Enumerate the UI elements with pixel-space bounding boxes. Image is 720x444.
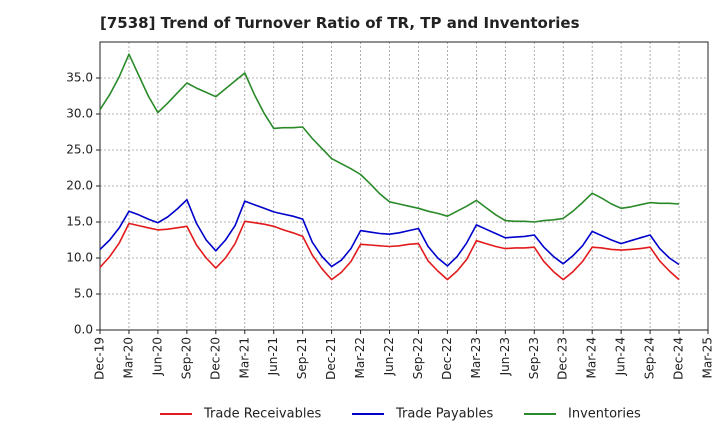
- legend-label: Trade Receivables: [203, 407, 321, 422]
- y-tick-label: 20.0: [66, 179, 93, 193]
- y-tick-label: 10.0: [66, 251, 93, 265]
- x-tick-label: Mar-25: [701, 337, 715, 378]
- legend: Trade Receivables Trade Payables Inventori…: [160, 407, 641, 422]
- x-tick-label: Sep-24: [643, 337, 657, 379]
- x-tick-label: Sep-20: [179, 337, 193, 379]
- chart-title: [7538] Trend of Turnover Ratio of TR, TP…: [100, 14, 580, 32]
- x-tick-label: Dec-23: [556, 337, 570, 380]
- legend-label: Trade Payables: [395, 407, 493, 422]
- x-tick-label: Dec-20: [208, 337, 222, 380]
- x-tick-label: Jun-20: [150, 337, 164, 376]
- legend-label: Inventories: [568, 407, 641, 422]
- x-tick-label: Sep-21: [295, 337, 309, 379]
- x-tick-label: Mar-24: [585, 337, 599, 378]
- y-tick-label: 30.0: [66, 107, 93, 121]
- x-tick-label: Jun-21: [266, 337, 280, 376]
- x-tick-label: Mar-21: [237, 337, 251, 378]
- x-tick-label: Dec-22: [440, 337, 454, 380]
- grid-layer: [99, 42, 709, 331]
- x-tick-label: Sep-23: [527, 337, 541, 379]
- y-tick-label: 25.0: [66, 143, 93, 157]
- axis-layer: Dec-19 Mar-20 Jun-20 Sep-20 Dec-20 Mar-21 Jun-…: [66, 41, 715, 380]
- series-layer: [99, 53, 680, 281]
- x-tick-label: Dec-19: [93, 337, 107, 380]
- y-tick-label: 0.0: [74, 323, 93, 337]
- x-tick-label: Dec-21: [324, 337, 338, 380]
- x-tick-label: Jun-22: [382, 337, 396, 376]
- x-tick-label: Jun-24: [614, 337, 628, 376]
- x-tick-label: Sep-22: [411, 337, 425, 379]
- x-tick-label: Mar-20: [121, 337, 135, 378]
- x-tick-label: Mar-23: [469, 337, 483, 378]
- plot-frame: [99, 41, 709, 331]
- x-tick-label: Jun-23: [498, 337, 512, 376]
- x-tick-label: Dec-24: [672, 337, 686, 380]
- x-tick-label: Mar-22: [353, 337, 367, 378]
- series-line-inventories: [99, 53, 680, 223]
- series-line-trade-receivables: [99, 220, 680, 281]
- y-tick-label: 35.0: [66, 71, 93, 85]
- y-tick-label: 15.0: [66, 215, 93, 229]
- series-line-trade-payables: [99, 198, 680, 268]
- y-tick-label: 5.0: [74, 287, 93, 301]
